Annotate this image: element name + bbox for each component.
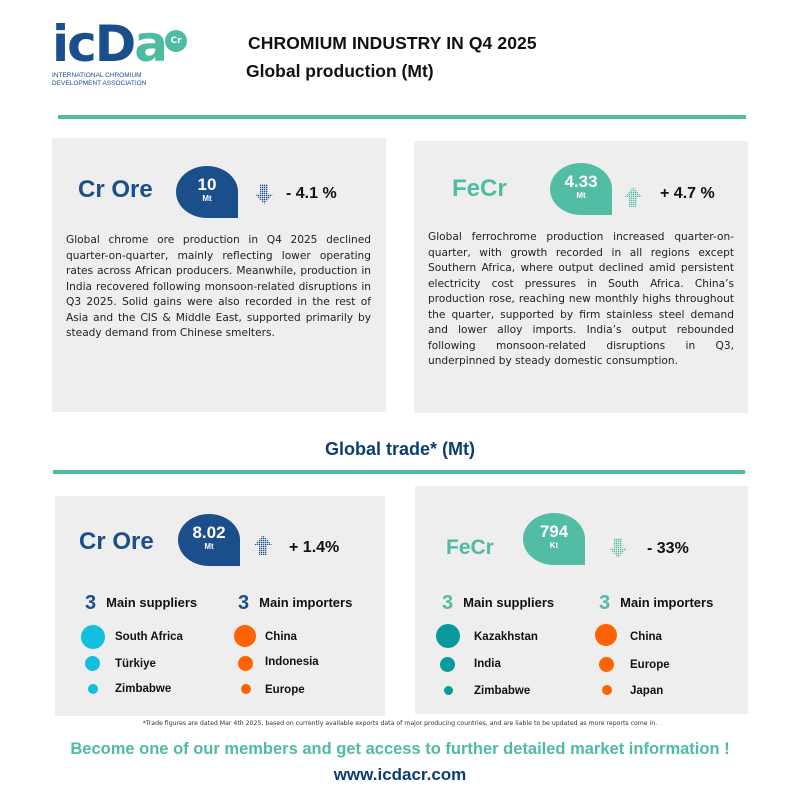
supplier-share-dot (440, 657, 455, 672)
importer-share-dot (241, 684, 251, 694)
trade-fecr-suppliers-heading: 3 Main suppliers (442, 592, 555, 614)
production-section-title: Global production (Mt) (246, 61, 434, 81)
trade-cr-ore-suppliers-heading: 3 Main suppliers (85, 592, 198, 614)
divider-top (58, 115, 746, 119)
logo-subtitle: INTERNATIONAL CHROMIUM DEVELOPMENT ASSOC… (52, 72, 147, 87)
membership-call-to-action: Become one of our members and get access… (70, 740, 730, 758)
importer-item: China (630, 631, 662, 643)
importer-item: China (265, 631, 297, 643)
trade-fecr-value-badge: 794 Kt (523, 513, 585, 565)
icda-logo: icDa Cr INTERNATIONAL CHROMIUM DEVELOPME… (52, 14, 202, 89)
supplier-share-dot (88, 684, 98, 694)
logo-wordmark: icDa (52, 15, 168, 73)
production-cr-ore-description: Global chrome ore production in Q4 2025 … (66, 234, 371, 339)
trade-footnote: *Trade figures are dated Mar 4th 2025, b… (142, 720, 658, 727)
supplier-item: Zimbabwe (115, 683, 172, 695)
production-fecr-panel: FeCr 4.33 Mt + 4.7 % Global ferrochrome … (414, 141, 748, 413)
importer-item: Indonesia (265, 656, 319, 668)
supplier-item: Kazakhstan (474, 631, 538, 643)
trade-fecr-change: - 33% (647, 540, 689, 557)
trade-cr-ore-value-badge: 8.02 Mt (178, 514, 240, 566)
importer-item: Japan (630, 685, 664, 697)
trade-fecr-importers-heading: 3 Main importers (599, 592, 714, 614)
supplier-item: Türkiye (115, 658, 156, 670)
importer-share-dot (599, 657, 614, 672)
trade-section-title: Global trade* (Mt) (324, 439, 475, 459)
supplier-item: India (474, 658, 501, 670)
importer-share-dot (238, 656, 253, 671)
production-fecr-description: Global ferrochrome production increased … (428, 231, 734, 367)
importer-item: Europe (265, 684, 305, 696)
production-cr-ore-value-badge: 10 Mt (176, 166, 238, 218)
production-fecr-value-badge: 4.33 Mt (550, 163, 612, 215)
supplier-share-dot (436, 624, 460, 648)
production-cr-ore-name: Cr Ore (78, 176, 153, 203)
arrow-down-icon (609, 538, 627, 558)
logo-cr-badge: Cr (165, 30, 187, 52)
importer-share-dot (602, 685, 612, 695)
supplier-item: Zimbabwe (474, 685, 531, 697)
trade-cr-ore-change: + 1.4% (289, 539, 340, 556)
arrow-up-icon (254, 535, 272, 555)
divider-middle (53, 470, 745, 474)
importer-item: Europe (630, 659, 670, 671)
production-fecr-change: + 4.7 % (660, 185, 715, 202)
page-title: CHROMIUM INDUSTRY IN Q4 2025 (248, 33, 537, 53)
supplier-share-dot (444, 686, 453, 695)
arrow-up-icon (624, 187, 642, 207)
production-cr-ore-panel: Cr Ore 10 Mt - 4.1 % Global chrome ore p… (52, 138, 386, 412)
trade-cr-ore-importers-heading: 3 Main importers (238, 592, 353, 614)
arrow-down-icon (255, 184, 273, 204)
trade-cr-ore-name: Cr Ore (79, 528, 154, 555)
trade-fecr-name: FeCr (446, 536, 494, 559)
supplier-share-dot (85, 656, 100, 671)
website-link[interactable]: www.icdacr.com (333, 765, 467, 784)
supplier-item: South Africa (115, 631, 183, 643)
importer-share-dot (595, 624, 617, 646)
production-cr-ore-change: - 4.1 % (286, 185, 337, 202)
importer-share-dot (234, 625, 256, 647)
supplier-share-dot (81, 625, 105, 649)
trade-fecr-panel: FeCr 794 Kt - 33% 3 Main suppliers 3 Main … (415, 486, 748, 714)
production-fecr-name: FeCr (452, 175, 507, 202)
